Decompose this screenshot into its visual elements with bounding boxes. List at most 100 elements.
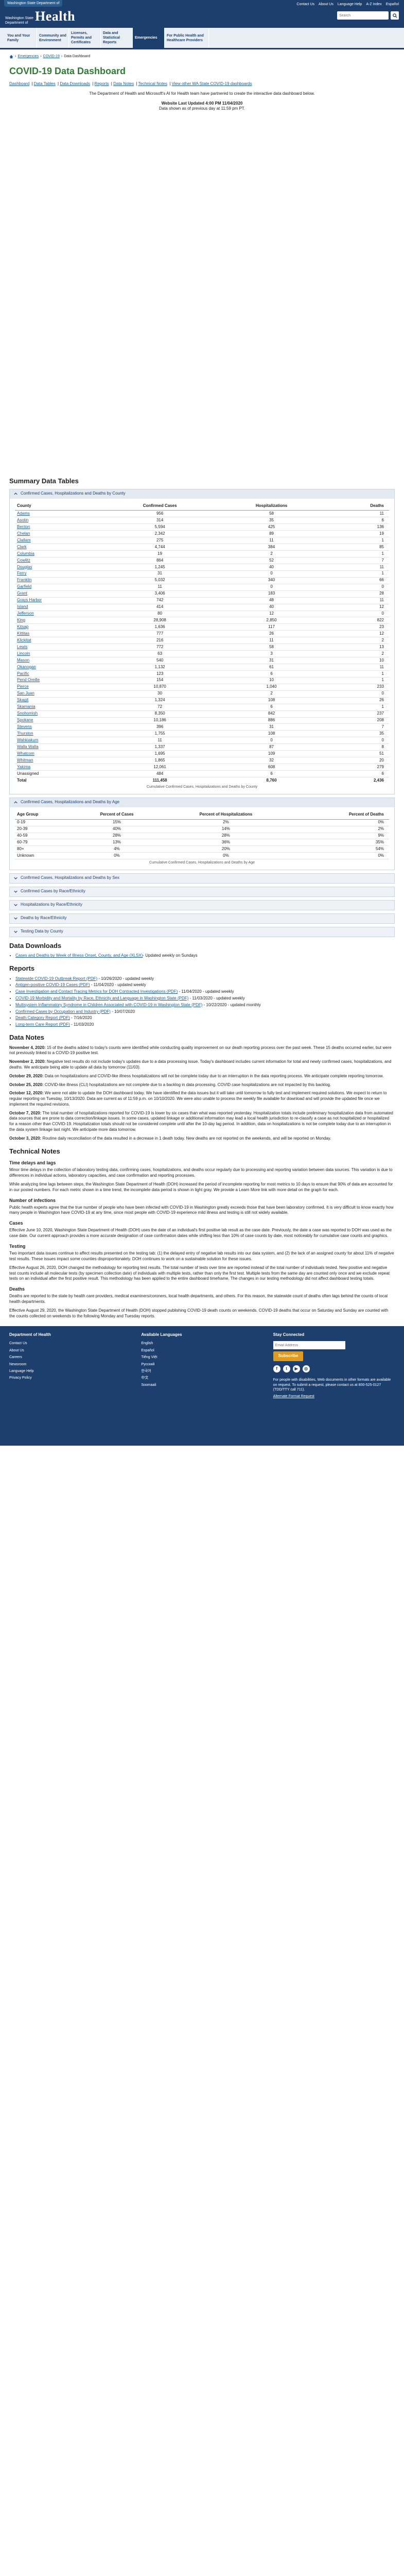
report-link[interactable]: Death Category Report (PDF): [15, 1015, 70, 1021]
county-cell[interactable]: Okanogan: [15, 664, 102, 671]
county-link[interactable]: Grays Harbor: [17, 598, 42, 603]
county-link[interactable]: Spokane: [17, 718, 33, 723]
nav-item[interactable]: You and Your Family: [5, 28, 37, 48]
county-accordion-header[interactable]: Confirmed Cases, Hospitalizations and De…: [10, 489, 394, 499]
county-link[interactable]: Adams: [17, 511, 30, 516]
report-link[interactable]: Statewide COVID-19 Outbreak Report (PDF): [15, 976, 98, 981]
county-cell[interactable]: Cowlitz: [15, 557, 102, 564]
county-cell[interactable]: Grays Harbor: [15, 597, 102, 604]
email-field[interactable]: [273, 1341, 345, 1350]
county-cell[interactable]: Kitsap: [15, 623, 102, 631]
county-link[interactable]: Klickitat: [17, 637, 31, 642]
subnav-link[interactable]: Technical Notes: [138, 81, 167, 86]
county-link[interactable]: Whitman: [17, 757, 33, 762]
language-link[interactable]: Tiếng Việt: [141, 1355, 157, 1360]
county-cell[interactable]: Snohomish: [15, 710, 102, 718]
county-cell[interactable]: Adams: [15, 510, 102, 518]
county-cell[interactable]: Whitman: [15, 757, 102, 765]
nav-item-emergencies[interactable]: Emergencies: [133, 28, 165, 48]
county-cell[interactable]: Thurston: [15, 730, 102, 738]
language-link[interactable]: English: [141, 1342, 153, 1346]
breadcrumb-link[interactable]: Emergencies: [17, 55, 39, 58]
county-cell[interactable]: Skagit: [15, 697, 102, 704]
county-link[interactable]: San Juan: [17, 691, 34, 696]
instagram-icon[interactable]: ◎: [302, 1365, 310, 1373]
county-link[interactable]: Grant: [17, 591, 28, 596]
county-link[interactable]: Wahkiakum: [17, 737, 39, 742]
county-link[interactable]: Clallam: [17, 537, 31, 543]
report-link[interactable]: Multisystem Inflammatory Syndrome in Chi…: [15, 1002, 203, 1007]
home-icon[interactable]: [9, 55, 13, 59]
language-link[interactable]: 한국어: [141, 1369, 151, 1374]
county-cell[interactable]: Clark: [15, 544, 102, 551]
footer-link[interactable]: Contact Us: [9, 1342, 27, 1346]
nav-item[interactable]: For Public Health and Healthcare Provide…: [165, 28, 209, 48]
county-cell[interactable]: Pacific: [15, 670, 102, 677]
county-cell[interactable]: Mason: [15, 657, 102, 665]
county-cell[interactable]: Garfield: [15, 584, 102, 591]
subscribe-button[interactable]: Subscribe: [273, 1351, 304, 1362]
top-link[interactable]: A-Z Index: [366, 3, 382, 6]
county-cell[interactable]: King: [15, 617, 102, 624]
footer-link[interactable]: Privacy Policy: [9, 1376, 32, 1380]
report-link[interactable]: Antigen-positive COVID-19 Cases (PDF): [15, 982, 90, 988]
subnav-link[interactable]: Data Notes: [113, 81, 134, 86]
county-link[interactable]: Jefferson: [17, 611, 34, 616]
county-link[interactable]: Columbia: [17, 551, 34, 556]
county-cell[interactable]: Stevens: [15, 723, 102, 731]
age-accordion-header[interactable]: Confirmed Cases, Hospitalizations and De…: [10, 798, 394, 807]
county-cell[interactable]: Lincoln: [15, 650, 102, 658]
county-link[interactable]: Walla Walla: [17, 744, 39, 749]
county-cell[interactable]: Asotin: [15, 517, 102, 524]
download-link[interactable]: Cases and Deaths by Week of Illness Onse…: [15, 953, 143, 958]
county-cell[interactable]: Wahkiakum: [15, 737, 102, 744]
language-link[interactable]: Русский: [141, 1362, 155, 1366]
county-link[interactable]: King: [17, 618, 26, 623]
county-link[interactable]: Pend Oreille: [17, 677, 40, 683]
county-link[interactable]: Skamania: [17, 704, 36, 709]
top-link[interactable]: Español: [385, 3, 399, 6]
footer-link[interactable]: Language Help: [9, 1369, 34, 1374]
county-link[interactable]: Skagit: [17, 698, 29, 703]
accordion-header[interactable]: Confirmed Cases by Race/Ethnicity: [10, 887, 394, 896]
report-link[interactable]: Long-term Care Report (PDF): [15, 1022, 70, 1027]
county-cell[interactable]: Benton: [15, 523, 102, 531]
language-link[interactable]: 中文: [141, 1376, 149, 1380]
report-link[interactable]: COVID-19 Morbidity and Mortality by Race…: [15, 995, 189, 1001]
county-link[interactable]: Mason: [17, 657, 30, 663]
accordion-header[interactable]: Confirmed Cases, Hospitalizations and De…: [10, 873, 394, 883]
county-link[interactable]: Lewis: [17, 644, 28, 649]
twitter-icon[interactable]: t: [283, 1365, 290, 1373]
county-link[interactable]: Ferry: [17, 571, 27, 576]
youtube-icon[interactable]: ▶: [292, 1365, 300, 1373]
county-cell[interactable]: Grant: [15, 590, 102, 598]
breadcrumb-link[interactable]: COVID-19: [43, 55, 60, 58]
top-link[interactable]: About Us: [319, 3, 333, 6]
county-link[interactable]: Whatcom: [17, 751, 34, 756]
county-cell[interactable]: Yakima: [15, 764, 102, 771]
top-link[interactable]: Language Help: [337, 3, 362, 6]
facebook-icon[interactable]: f: [273, 1365, 280, 1373]
county-cell[interactable]: Lewis: [15, 643, 102, 651]
subnav-link[interactable]: Data Downloads: [60, 81, 91, 86]
county-cell[interactable]: Pend Oreille: [15, 677, 102, 684]
accordion-header[interactable]: Testing Data by County: [10, 927, 394, 937]
county-link[interactable]: Thurston: [17, 731, 33, 736]
language-link[interactable]: Español: [141, 1348, 154, 1352]
search-button[interactable]: [391, 11, 399, 20]
county-link[interactable]: Kittitas: [17, 631, 30, 636]
county-link[interactable]: Franklin: [17, 578, 32, 583]
county-link[interactable]: Cowlitz: [17, 557, 30, 563]
county-link[interactable]: Stevens: [17, 724, 32, 730]
county-cell[interactable]: Kittitas: [15, 630, 102, 638]
subnav-link[interactable]: Data Tables: [33, 81, 56, 86]
nav-item[interactable]: Licenses, Permits and Certificates: [69, 28, 101, 48]
search-input[interactable]: [337, 11, 389, 20]
footer-link[interactable]: Newsroom: [9, 1362, 27, 1366]
report-link[interactable]: Confirmed Cases by Occupation and Indust…: [15, 1009, 111, 1014]
accordion-header[interactable]: Hospitalizations by Race/Ethnicity: [10, 900, 394, 910]
top-link[interactable]: Contact Us: [296, 3, 315, 6]
language-link[interactable]: Soomaali: [141, 1383, 156, 1387]
subnav-link[interactable]: View other WA State COVID-19 dashboards: [171, 81, 252, 86]
county-cell[interactable]: Ferry: [15, 570, 102, 578]
